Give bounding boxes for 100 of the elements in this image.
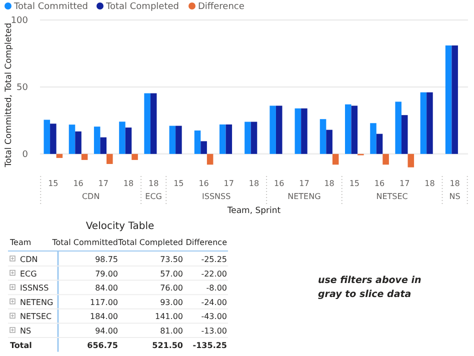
bar	[408, 154, 414, 168]
category-label: NETSEC	[20, 312, 52, 322]
bar	[276, 106, 282, 154]
bar	[445, 45, 452, 154]
bar	[250, 122, 258, 154]
data-label: -25.25	[201, 255, 227, 264]
bar	[132, 154, 138, 160]
data-label: 521.50	[152, 340, 184, 350]
bar	[100, 137, 107, 154]
category-label: Total	[10, 340, 32, 350]
x-tick-label: 15	[174, 179, 184, 188]
text: Team	[9, 238, 32, 247]
x-tick-label: 18	[123, 179, 134, 188]
text: use filters above in gray to slice data	[318, 275, 422, 300]
x-tick-label: 18	[424, 179, 435, 188]
bar	[226, 124, 232, 154]
text: NS	[449, 192, 460, 201]
bar	[301, 108, 308, 154]
x-tick-label: 15	[48, 179, 58, 188]
bar	[420, 92, 427, 154]
data-label: -13.00	[201, 326, 227, 336]
data-label: -24.00	[201, 298, 227, 307]
bar	[326, 130, 332, 154]
x-tick-label: 16	[274, 179, 284, 188]
bar	[50, 124, 56, 154]
bar	[270, 106, 276, 154]
data-label: 93.00	[160, 298, 183, 307]
category-label: NETENG	[20, 298, 54, 307]
bar	[344, 104, 352, 154]
x-tick-label: 17	[299, 179, 310, 188]
data-label: 76.00	[160, 284, 183, 293]
bar	[119, 122, 126, 154]
x-axis-title: Team, Sprint	[226, 206, 282, 216]
bar	[401, 115, 408, 154]
x-tick-label: 16	[198, 179, 209, 188]
text: NETSEC	[376, 192, 408, 201]
text: Total Completed	[117, 238, 183, 247]
text: ISSNSS	[202, 192, 231, 201]
data-label: 57.00	[160, 269, 183, 278]
x-tick-label: 18	[324, 179, 334, 188]
y-tick-label: 50	[16, 83, 28, 94]
category-label: CDN	[20, 255, 38, 264]
bar	[44, 120, 50, 154]
bar	[125, 128, 132, 154]
text: NETENG	[288, 192, 321, 201]
bar	[294, 108, 302, 154]
y-tick-label: 0	[22, 150, 28, 160]
bar	[219, 124, 226, 154]
bar	[68, 124, 76, 154]
data-label: -43.00	[201, 312, 227, 322]
data-label: 84.00	[95, 284, 118, 293]
bar	[144, 93, 150, 154]
data-label: 117.00	[90, 298, 118, 307]
bar	[206, 154, 214, 165]
x-tick-label: 17	[224, 179, 234, 188]
data-label: 184.00	[90, 312, 118, 322]
data-label: 73.50	[160, 255, 183, 264]
data-label: -8.00	[206, 284, 227, 293]
bar	[244, 122, 251, 154]
x-tick-label: 18	[148, 179, 159, 188]
data-label: 141.00	[155, 312, 183, 322]
x-tick-label: 16	[374, 179, 385, 188]
category-label: ECG	[20, 269, 37, 278]
bar	[376, 134, 383, 154]
data-label: 81.00	[160, 326, 183, 336]
data-label: -22.00	[201, 269, 227, 278]
x-tick-label: 18	[450, 179, 460, 188]
data-label: 656.75	[87, 340, 118, 350]
bar	[351, 106, 358, 154]
bar	[150, 93, 157, 154]
text: Velocity Table	[86, 221, 154, 232]
bar	[56, 154, 63, 158]
data-label: 98.75	[95, 255, 118, 264]
bar	[370, 123, 376, 154]
bar	[81, 154, 88, 160]
x-tick-label: 15	[349, 179, 360, 188]
bar	[176, 126, 182, 154]
bar	[382, 154, 389, 165]
legend-label: Total Committed	[13, 2, 88, 12]
bar	[395, 102, 402, 154]
legend-label: Total Completed	[105, 2, 179, 12]
x-tick-label: 17	[98, 179, 108, 188]
data-label: 79.00	[95, 269, 118, 278]
text: CDN	[82, 192, 100, 201]
x-tick-label: 16	[73, 179, 84, 188]
bar	[200, 141, 207, 154]
text: Difference	[186, 238, 228, 247]
x-tick-label: 18	[248, 179, 260, 188]
bar	[332, 154, 339, 165]
category-label: ISSNSS	[20, 284, 49, 293]
data-label: 94.00	[95, 326, 118, 336]
bar	[194, 130, 201, 154]
legend-label: Difference	[198, 2, 245, 12]
bar	[320, 119, 326, 154]
bar	[426, 92, 433, 154]
bar	[169, 126, 176, 154]
data-label: -135.25	[192, 340, 228, 350]
bar	[106, 154, 113, 164]
bar	[452, 45, 458, 154]
text: ECG	[145, 192, 162, 201]
